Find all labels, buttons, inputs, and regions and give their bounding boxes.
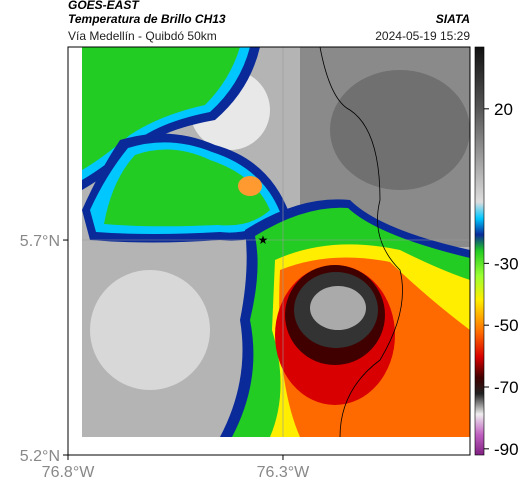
subtitle: Temperatura de Brillo CH13 bbox=[68, 12, 226, 26]
satellite-image: ★ bbox=[82, 47, 470, 437]
title: GOES-EAST bbox=[68, 0, 140, 12]
x-tick-label: 76.3°W bbox=[257, 464, 311, 481]
colorbar-tick-label: -90 bbox=[494, 440, 519, 459]
y-tick-label: 5.7°N bbox=[20, 233, 60, 250]
colorbar bbox=[474, 46, 485, 456]
y-tick-label: 5.2°N bbox=[20, 448, 60, 465]
map-frame bbox=[67, 46, 471, 456]
city-marker: ★ bbox=[258, 233, 269, 247]
colorbar-tick-label: -50 bbox=[494, 316, 519, 335]
datetime: 2024-05-19 15:29 bbox=[375, 29, 470, 43]
colorbar-tick-label: -70 bbox=[494, 378, 519, 397]
source: SIATA bbox=[436, 12, 470, 26]
x-tick-label: 76.8°W bbox=[42, 464, 96, 481]
route: Vía Medellín - Quibdó 50km bbox=[68, 29, 217, 43]
colorbar-tick-label: -30 bbox=[494, 254, 519, 273]
colorbar-tick-label: 20 bbox=[494, 100, 513, 119]
